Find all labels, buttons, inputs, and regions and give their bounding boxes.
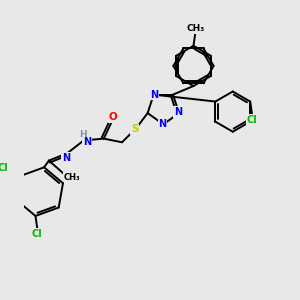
Text: N: N	[151, 90, 159, 100]
Text: Cl: Cl	[32, 229, 43, 239]
Text: CH₃: CH₃	[64, 172, 80, 182]
Text: N: N	[174, 107, 182, 117]
Text: N: N	[83, 137, 92, 147]
Text: S: S	[131, 124, 139, 134]
Text: Cl: Cl	[0, 164, 8, 173]
Text: N: N	[158, 119, 166, 129]
Text: CH₃: CH₃	[186, 24, 204, 33]
Text: O: O	[109, 112, 117, 122]
Text: Cl: Cl	[247, 115, 257, 125]
Text: N: N	[62, 153, 70, 163]
Text: H: H	[79, 130, 87, 140]
